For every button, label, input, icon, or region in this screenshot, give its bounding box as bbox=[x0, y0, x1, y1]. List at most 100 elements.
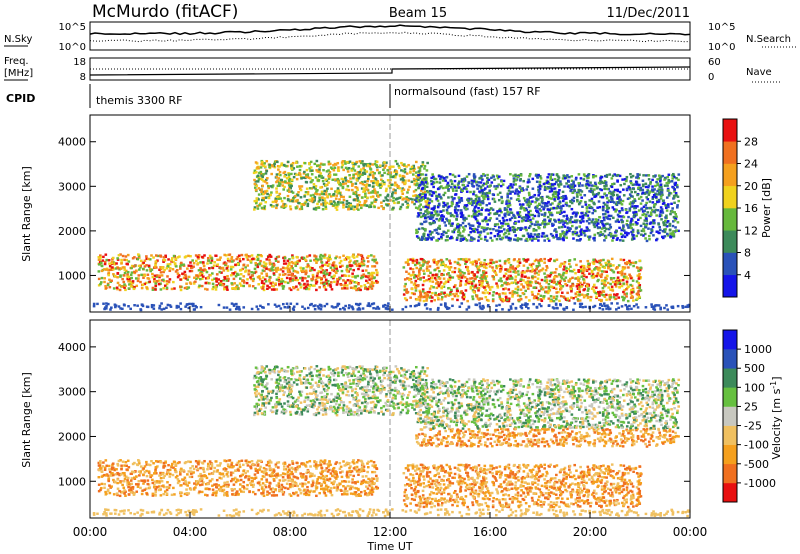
power-cell-1-15 bbox=[475, 261, 478, 265]
power-cell-1-691 bbox=[519, 278, 523, 281]
power-cell-2-333 bbox=[275, 191, 279, 194]
power-cell-1-927 bbox=[630, 288, 633, 292]
power-cell-3-1200 bbox=[605, 173, 609, 177]
power-cell-1-295 bbox=[428, 265, 432, 268]
power-cell-2-415 bbox=[412, 164, 416, 168]
power-cell-2-601 bbox=[306, 192, 310, 196]
power-cell-0-432 bbox=[337, 277, 341, 281]
power-cell-2-550 bbox=[375, 160, 379, 163]
power-cell-0-484 bbox=[184, 273, 187, 277]
power-cell-0-857 bbox=[343, 287, 347, 290]
power-cell-1-875 bbox=[580, 283, 584, 287]
power-cell-0-482 bbox=[131, 257, 135, 260]
power-cell-1-1005 bbox=[483, 262, 486, 265]
power-cell-2-639 bbox=[375, 164, 378, 168]
power-cell-0-278 bbox=[370, 274, 374, 277]
power-cell-3-286 bbox=[549, 207, 553, 210]
power-cell-0-1079 bbox=[260, 272, 264, 275]
power-cell-3-883 bbox=[575, 238, 579, 242]
power-cell-0-871 bbox=[116, 272, 120, 275]
power-cell-3-600 bbox=[616, 218, 619, 222]
power-cell-1-628 bbox=[522, 286, 526, 289]
power-cell-0-925 bbox=[97, 277, 101, 281]
power-cell-2-462 bbox=[305, 173, 308, 177]
power-cell-0-792 bbox=[202, 264, 206, 268]
power-cell-3-725 bbox=[534, 229, 538, 232]
power-cell-0-597 bbox=[311, 266, 314, 270]
power-cell-0-770 bbox=[345, 287, 349, 290]
power-cell-0-720 bbox=[105, 286, 108, 290]
power-cell-0-308 bbox=[187, 275, 191, 279]
power-cell-3-1618 bbox=[650, 229, 654, 232]
power-cell-0-566 bbox=[126, 270, 130, 274]
power-cell-1-857 bbox=[480, 274, 483, 277]
power-cell-1-851 bbox=[475, 295, 479, 298]
power-cell-0-307 bbox=[275, 288, 279, 291]
power-cell-2-134 bbox=[363, 202, 366, 205]
power-cell-1-440 bbox=[471, 277, 474, 280]
power-cell-2-127 bbox=[327, 160, 331, 163]
power-cell-2-890 bbox=[260, 188, 264, 191]
power-cell-3-751 bbox=[581, 230, 584, 233]
power-cell-3-1411 bbox=[462, 177, 466, 181]
power-cell-1-24 bbox=[459, 279, 463, 283]
power-cell-3-695 bbox=[563, 225, 567, 228]
power-cell-3-1048 bbox=[672, 220, 675, 223]
power-cell-2-607 bbox=[281, 184, 285, 187]
power-cell-3-441 bbox=[540, 200, 544, 203]
power-cell-3-1549 bbox=[590, 199, 594, 203]
power-cell-3-1598 bbox=[421, 186, 425, 190]
station-title: McMurdo (fitACF) bbox=[92, 2, 238, 22]
power-cell-3-704 bbox=[513, 228, 516, 232]
power-cell-3-1719 bbox=[599, 233, 603, 236]
power-cell-3-1711 bbox=[596, 206, 599, 209]
power-cell-1-182 bbox=[422, 276, 425, 279]
power-cell-3-1577 bbox=[585, 183, 588, 186]
power-cell-3-245 bbox=[488, 202, 491, 205]
power-cell-1-938 bbox=[538, 264, 541, 267]
power-cell-0-1066 bbox=[99, 261, 103, 265]
power-cell-3-499 bbox=[524, 213, 528, 217]
power-cell-0-433 bbox=[103, 260, 107, 264]
power-cell-0-1085 bbox=[267, 255, 270, 259]
power-cell-1-326 bbox=[637, 269, 640, 273]
power-cell-2-952 bbox=[317, 206, 321, 209]
power-cell-3-1700 bbox=[465, 207, 468, 211]
power-cell-1-732 bbox=[595, 295, 598, 298]
power-cell-0-830 bbox=[199, 268, 203, 271]
power-cell-3-39 bbox=[509, 197, 513, 200]
power-cell-2-908 bbox=[335, 194, 338, 197]
power-cell-3-956 bbox=[571, 220, 574, 224]
power-cell-3-761 bbox=[569, 218, 572, 221]
power-cell-1-819 bbox=[537, 289, 541, 293]
power-cell-0-284 bbox=[345, 284, 349, 287]
power-cell-0-289 bbox=[247, 272, 250, 275]
power-cell-0-954 bbox=[147, 264, 151, 267]
freq-label-unit: [MHz] bbox=[4, 68, 33, 79]
power-cell-0-137 bbox=[126, 277, 129, 281]
power-cell-1-1127 bbox=[413, 292, 416, 296]
power-cell-3-976 bbox=[561, 196, 565, 200]
power-cell-0-926 bbox=[127, 280, 130, 283]
power-cell-2-243 bbox=[359, 206, 363, 210]
power-cell-3-1233 bbox=[431, 173, 434, 176]
power-cell-3-1063 bbox=[654, 193, 658, 196]
power-cell-3-1634 bbox=[580, 212, 584, 215]
power-cell-0-240 bbox=[354, 262, 357, 266]
power-cell-1-69 bbox=[545, 266, 549, 269]
power-cell-1-113 bbox=[457, 258, 461, 261]
power-cell-0-38 bbox=[344, 274, 348, 278]
power-cell-1-394 bbox=[483, 258, 487, 262]
power-cell-2-89 bbox=[312, 193, 315, 197]
power-cell-2-918 bbox=[294, 161, 298, 165]
power-cell-3-1696 bbox=[477, 210, 481, 213]
power-cell-1-401 bbox=[421, 288, 425, 291]
power-cell-3-1489 bbox=[569, 189, 572, 193]
power-cell-0-595 bbox=[335, 267, 338, 270]
power-cell-3-1626 bbox=[420, 181, 424, 184]
power-cell-2-603 bbox=[287, 178, 291, 182]
power-cell-0-1117 bbox=[166, 275, 169, 278]
power-cell-2-323 bbox=[367, 191, 371, 195]
power-cell-0-665 bbox=[319, 253, 323, 257]
power-cell-0-889 bbox=[321, 264, 324, 267]
